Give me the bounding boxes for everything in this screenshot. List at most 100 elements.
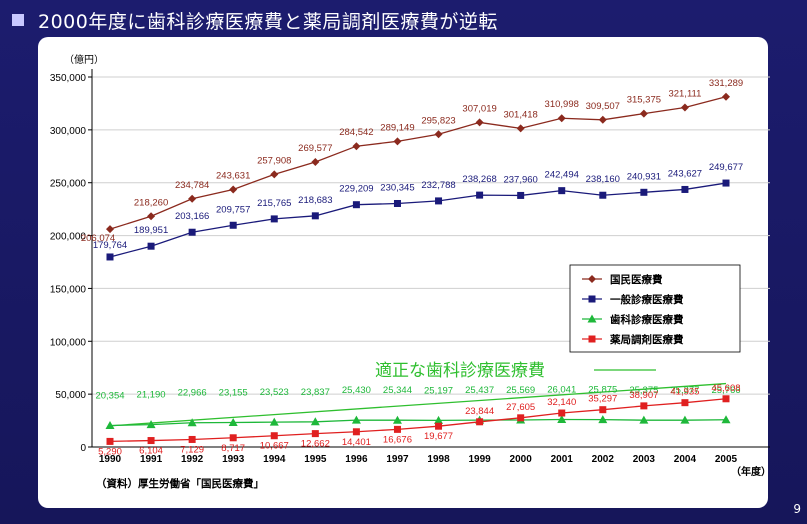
data-point [352,428,360,436]
data-point [475,118,484,127]
data-point [229,185,238,194]
legend-label: 国民医療費 [610,273,663,286]
data-point [517,414,525,422]
data-point [392,415,402,424]
data-label: 23,837 [301,387,330,398]
data-label: 229,209 [339,184,373,195]
data-point [311,158,320,167]
data-point [517,191,525,199]
data-point [270,215,278,223]
data-label: 23,523 [260,387,289,398]
data-point [681,185,689,193]
data-point [599,406,607,414]
x-tick-label: 1993 [222,454,245,465]
data-label: 310,998 [545,99,579,110]
data-label: 23,155 [219,388,248,399]
data-label: 16,676 [383,434,412,445]
data-point [146,420,156,429]
data-label: 10,667 [260,441,289,452]
data-label: 25,569 [506,385,535,396]
data-point [147,212,156,221]
x-tick-label: 2005 [715,454,738,465]
x-tick-label: 1999 [468,454,491,465]
data-label: 315,375 [627,95,661,106]
data-label: 25,875 [588,385,617,396]
legend-label: 歯科診療医療費 [610,313,684,326]
bullet-square-icon [12,14,24,26]
data-point [229,434,237,442]
data-point [558,409,566,417]
data-point [639,415,649,424]
data-label: 27,605 [506,402,535,413]
data-point [599,191,607,199]
data-label: 32,140 [547,397,576,408]
data-label: 249,677 [709,162,743,173]
data-point [310,417,320,426]
legend-marker [588,295,596,303]
data-label: 301,418 [503,109,537,120]
data-point [722,179,730,187]
legend-marker [587,314,597,323]
y-tick-label: 150,000 [50,284,87,295]
data-point [639,109,648,118]
data-point [351,415,361,424]
data-point [270,170,279,179]
x-tick-label: 2000 [510,454,533,465]
data-point [352,201,360,209]
data-label: 25,430 [342,385,371,396]
slide-title: 2000年度に歯科診療医療費と薬局調剤医療費が逆転 [12,6,498,34]
x-tick-label: 1996 [345,454,368,465]
legend-label: 薬局調剤医療費 [609,333,684,346]
data-label: 20,354 [95,390,124,401]
series-line [109,398,727,443]
x-tick-label: 1998 [427,454,450,465]
data-label: 8,717 [221,443,245,454]
data-label: 6,104 [139,446,163,457]
y-tick-label: 200,000 [50,232,87,243]
data-point [188,435,196,443]
data-point [269,417,279,426]
data-label: 25,344 [383,385,412,396]
data-label: 203,166 [175,211,209,222]
x-tick-label: 2004 [674,454,697,465]
data-label: 209,757 [216,204,250,215]
data-label: 25,377 [670,385,699,396]
data-label: 238,268 [462,174,496,185]
data-label: 35,297 [588,394,617,405]
data-point [393,199,401,207]
data-label: 25,766 [711,385,740,396]
page-number: 9 [793,502,801,516]
x-tick-label: 1997 [386,454,409,465]
data-label: 307,019 [462,103,496,114]
data-label: 22,966 [178,388,207,399]
data-point [516,124,525,133]
data-label: 240,931 [627,171,661,182]
data-label: 45,608 [711,383,740,394]
data-point [352,142,361,151]
data-point [393,425,401,433]
data-label: 230,345 [380,182,414,193]
data-point [228,418,238,427]
data-point [598,115,607,124]
data-label: 237,960 [503,174,537,185]
data-point [106,437,114,445]
data-label: 38,907 [629,390,658,401]
data-label: 14,401 [342,437,371,448]
legend-marker [588,335,596,343]
data-label: 12,662 [301,439,330,450]
data-point [434,415,444,424]
data-label: 179,764 [93,240,127,251]
data-label: 269,577 [298,143,332,154]
annotation-text: 適正な歯科診療医療費 [375,361,545,380]
data-label: 242,494 [545,170,579,181]
data-label: 7,129 [180,444,204,455]
data-label: 234,784 [175,180,209,191]
data-label: 215,765 [257,198,291,209]
y-tick-label: 350,000 [50,73,87,84]
x-tick-label: 1991 [140,454,163,465]
data-label: 257,908 [257,155,291,166]
data-label: 243,627 [668,168,702,179]
data-label: 295,823 [421,115,455,126]
data-label: 218,683 [298,195,332,206]
